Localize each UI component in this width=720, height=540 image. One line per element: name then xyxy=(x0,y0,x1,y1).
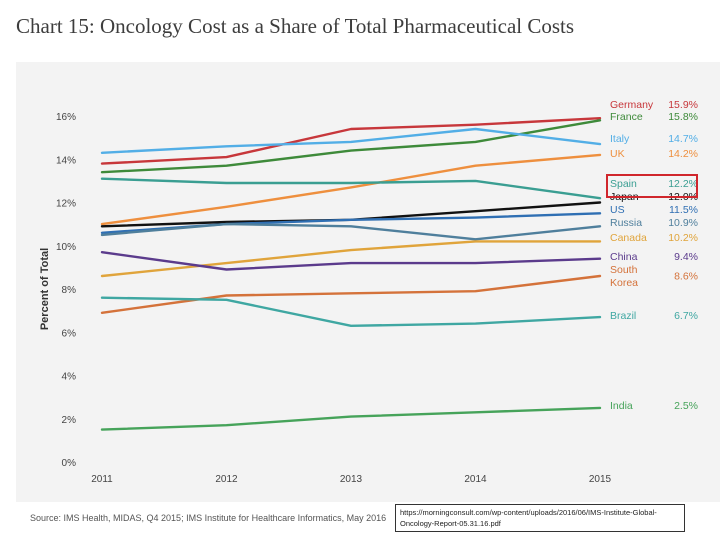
series-label-brazil: Brazil xyxy=(610,310,636,322)
y-tick-label: 16% xyxy=(56,112,76,123)
series-line-india xyxy=(100,406,602,431)
series-label-china: China xyxy=(610,251,638,263)
series-label-south-korea: South xyxy=(610,264,638,276)
series-label-germany: Germany xyxy=(610,99,654,111)
source-url-box: https://morningconsult.com/wp-content/up… xyxy=(395,504,685,532)
series-value-brazil: 6.7% xyxy=(674,310,698,322)
series-line-spain xyxy=(100,177,602,200)
series-value-germany: 15.9% xyxy=(668,99,698,111)
y-tick-label: 4% xyxy=(62,372,77,383)
chart-panel: Percent of Total 0% 2% 4% 6% 8% 10% 12% 14% 16% 20… xyxy=(16,62,720,502)
series-line-italy xyxy=(100,127,602,155)
series-line-brazil xyxy=(100,296,602,327)
x-tick-label: 2012 xyxy=(215,474,238,485)
series-line-canada xyxy=(100,240,602,278)
series-value-france: 15.8% xyxy=(668,111,698,123)
series-line-china xyxy=(100,250,602,271)
page-title: Chart 15: Oncology Cost as a Share of To… xyxy=(16,14,575,38)
y-tick-label: 2% xyxy=(62,415,77,426)
series-value-india: 2.5% xyxy=(674,400,698,412)
series-value-us: 11.5% xyxy=(669,204,698,216)
spain-highlight-box xyxy=(606,174,698,198)
y-tick-label: 0% xyxy=(62,458,77,469)
series-label-canada: Canada xyxy=(610,232,647,244)
y-tick-label: 8% xyxy=(62,285,77,296)
x-tick-label: 2015 xyxy=(589,474,612,485)
line-chart: Percent of Total 0% 2% 4% 6% 8% 10% 12% 14% 16% 20… xyxy=(39,99,698,485)
y-tick-label: 10% xyxy=(56,242,76,253)
series-label-france: France xyxy=(610,111,643,123)
series-label-uk: UK xyxy=(610,148,625,160)
y-tick-label: 14% xyxy=(56,155,76,166)
series-value-china: 9.4% xyxy=(674,251,698,263)
series-label-us: US xyxy=(610,204,625,216)
series-label-south-korea: Korea xyxy=(610,277,638,289)
source-note: Source: IMS Health, MIDAS, Q4 2015; IMS … xyxy=(30,513,387,523)
series-line-russia xyxy=(100,222,602,241)
series-value-south-korea: 8.6% xyxy=(674,271,698,283)
series-label-russia: Russia xyxy=(610,217,642,229)
series-value-uk: 14.2% xyxy=(668,148,698,160)
y-tick-label: 6% xyxy=(62,328,77,339)
series-value-canada: 10.2% xyxy=(668,232,698,244)
series-value-russia: 10.9% xyxy=(668,217,698,229)
series-label-italy: Italy xyxy=(610,133,630,145)
series-label-india: India xyxy=(610,400,633,412)
series-line-germany xyxy=(100,117,602,165)
y-tick-label: 12% xyxy=(56,199,76,210)
series-value-italy: 14.7% xyxy=(668,133,698,145)
series-label-spain: Spain xyxy=(610,178,637,190)
x-tick-label: 2013 xyxy=(340,474,363,485)
series-line-uk xyxy=(100,153,602,226)
x-tick-label: 2011 xyxy=(91,474,113,485)
x-tick-label: 2014 xyxy=(464,474,487,485)
series-line-south-korea xyxy=(100,274,602,315)
series-value-spain: 12.2% xyxy=(668,178,698,190)
y-axis-title: Percent of Total xyxy=(39,248,51,330)
